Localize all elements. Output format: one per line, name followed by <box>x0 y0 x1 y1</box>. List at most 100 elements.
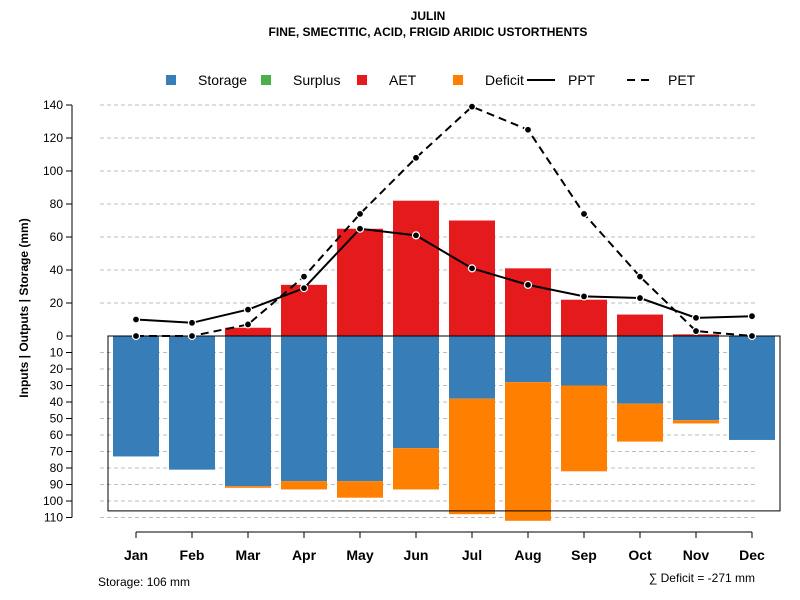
pet-legend-label: PET <box>668 72 696 88</box>
y-tick-label: 70 <box>50 445 64 459</box>
y-tick-label: 140 <box>43 98 63 112</box>
pet-point <box>579 209 589 218</box>
deficit-legend-label: Deficit <box>485 72 524 88</box>
y-tick-label: 0 <box>56 329 63 343</box>
deficit-bar <box>337 481 383 498</box>
ppt-point <box>691 313 701 322</box>
x-tick-label: Feb <box>180 547 205 563</box>
storage-bar <box>617 336 663 404</box>
deficit-footnote: ∑ Deficit = -271 mm <box>649 571 755 585</box>
x-tick-label: May <box>346 547 373 563</box>
aet-bar <box>673 334 719 336</box>
deficit-bar <box>281 481 327 490</box>
y-tick-label: 100 <box>43 164 63 178</box>
storage-bar <box>449 336 495 399</box>
x-axis: Jan Feb Mar Apr May Jun Jul Aug Sep Oct Nov Dec <box>124 531 765 563</box>
pet-point <box>691 326 701 336</box>
ppt-point <box>187 318 197 327</box>
y-axis: 0 20 40 60 80 100 120 140 10 20 30 40 50 60 70 80 90 100 1… <box>43 98 73 525</box>
x-tick-label: Oct <box>628 547 652 563</box>
pet-point <box>187 331 197 341</box>
deficit-bar <box>225 486 271 488</box>
storage-bar <box>561 336 607 386</box>
legend: Storage Surplus AET Deficit PPT PET <box>166 72 696 88</box>
y-tick-label: 80 <box>50 461 64 475</box>
ppt-point <box>131 315 141 324</box>
y-axis-label: Inputs | Outputs | Storage (mm) <box>17 218 31 397</box>
ppt-point <box>299 284 309 293</box>
storage-bar <box>225 336 271 487</box>
ppt-point <box>467 264 477 273</box>
y-tick-label: 50 <box>50 412 64 426</box>
aet-bar <box>449 220 495 336</box>
storage-bar <box>729 336 775 440</box>
pet-point <box>411 153 421 162</box>
y-tick-label: 20 <box>50 362 64 376</box>
x-tick-label: Mar <box>236 547 261 563</box>
pet-line <box>136 105 753 337</box>
ppt-point <box>635 293 645 303</box>
storage-bar <box>113 336 159 457</box>
aet-bar <box>225 327 271 336</box>
storage-legend-swatch <box>166 75 176 85</box>
deficit-bar <box>505 382 551 521</box>
aet-bar <box>617 314 663 336</box>
y-tick-label: 60 <box>50 230 64 244</box>
storage-legend-label: Storage <box>198 72 247 88</box>
storage-bar <box>393 336 439 449</box>
aet-bar <box>505 268 551 336</box>
aet-bar <box>337 228 383 336</box>
y-tick-label: 60 <box>50 428 64 442</box>
storage-bar <box>281 336 327 482</box>
x-tick-label: Dec <box>739 547 765 563</box>
x-tick-label: Jan <box>124 547 148 563</box>
bars <box>107 200 781 521</box>
deficit-bar <box>393 448 439 490</box>
y-tick-label: 30 <box>50 379 64 393</box>
y-tick-label: 40 <box>50 395 64 409</box>
deficit-bar <box>673 420 719 424</box>
deficit-legend-swatch <box>453 75 463 85</box>
x-tick-label: Jul <box>462 547 482 563</box>
storage-bar <box>673 336 719 421</box>
y-tick-label: 10 <box>50 346 64 360</box>
pet-point <box>355 209 365 218</box>
aet-legend-swatch <box>357 75 367 85</box>
storage-bar <box>505 336 551 383</box>
ppt-point <box>243 305 253 314</box>
y-tick-label: 40 <box>50 263 64 277</box>
y-tick-label: 80 <box>50 197 64 211</box>
deficit-bar <box>561 385 607 472</box>
pet-point <box>635 272 645 281</box>
ppt-point <box>579 292 589 301</box>
x-tick-label: Aug <box>514 547 541 563</box>
x-tick-label: Nov <box>683 547 710 563</box>
ppt-point <box>355 224 365 233</box>
pet-point <box>523 125 533 134</box>
pet-point <box>243 320 253 329</box>
y-tick-label: 110 <box>44 511 63 525</box>
chart-title: JULIN <box>411 9 446 23</box>
y-tick-label: 20 <box>50 296 64 310</box>
ppt-point <box>523 280 533 289</box>
aet-bar <box>281 284 327 336</box>
storage-bar <box>337 336 383 482</box>
y-tick-label: 90 <box>50 478 64 492</box>
x-tick-label: Sep <box>571 547 597 563</box>
surplus-legend-swatch <box>261 75 271 85</box>
y-tick-label: 100 <box>43 494 63 508</box>
series-lines <box>131 102 757 341</box>
x-tick-label: Jun <box>404 547 429 563</box>
pet-point <box>131 331 141 341</box>
deficit-bar <box>449 398 495 515</box>
aet-bar <box>393 200 439 336</box>
x-tick-label: Apr <box>292 547 317 563</box>
aet-legend-label: AET <box>389 72 417 88</box>
y-tick-label: 120 <box>43 131 63 145</box>
pet-point <box>467 102 477 111</box>
chart-subtitle: FINE, SMECTITIC, ACID, FRIGID ARIDIC UST… <box>269 25 588 39</box>
aet-bar <box>561 299 607 336</box>
ppt-legend-label: PPT <box>568 72 596 88</box>
ppt-point <box>411 231 421 240</box>
